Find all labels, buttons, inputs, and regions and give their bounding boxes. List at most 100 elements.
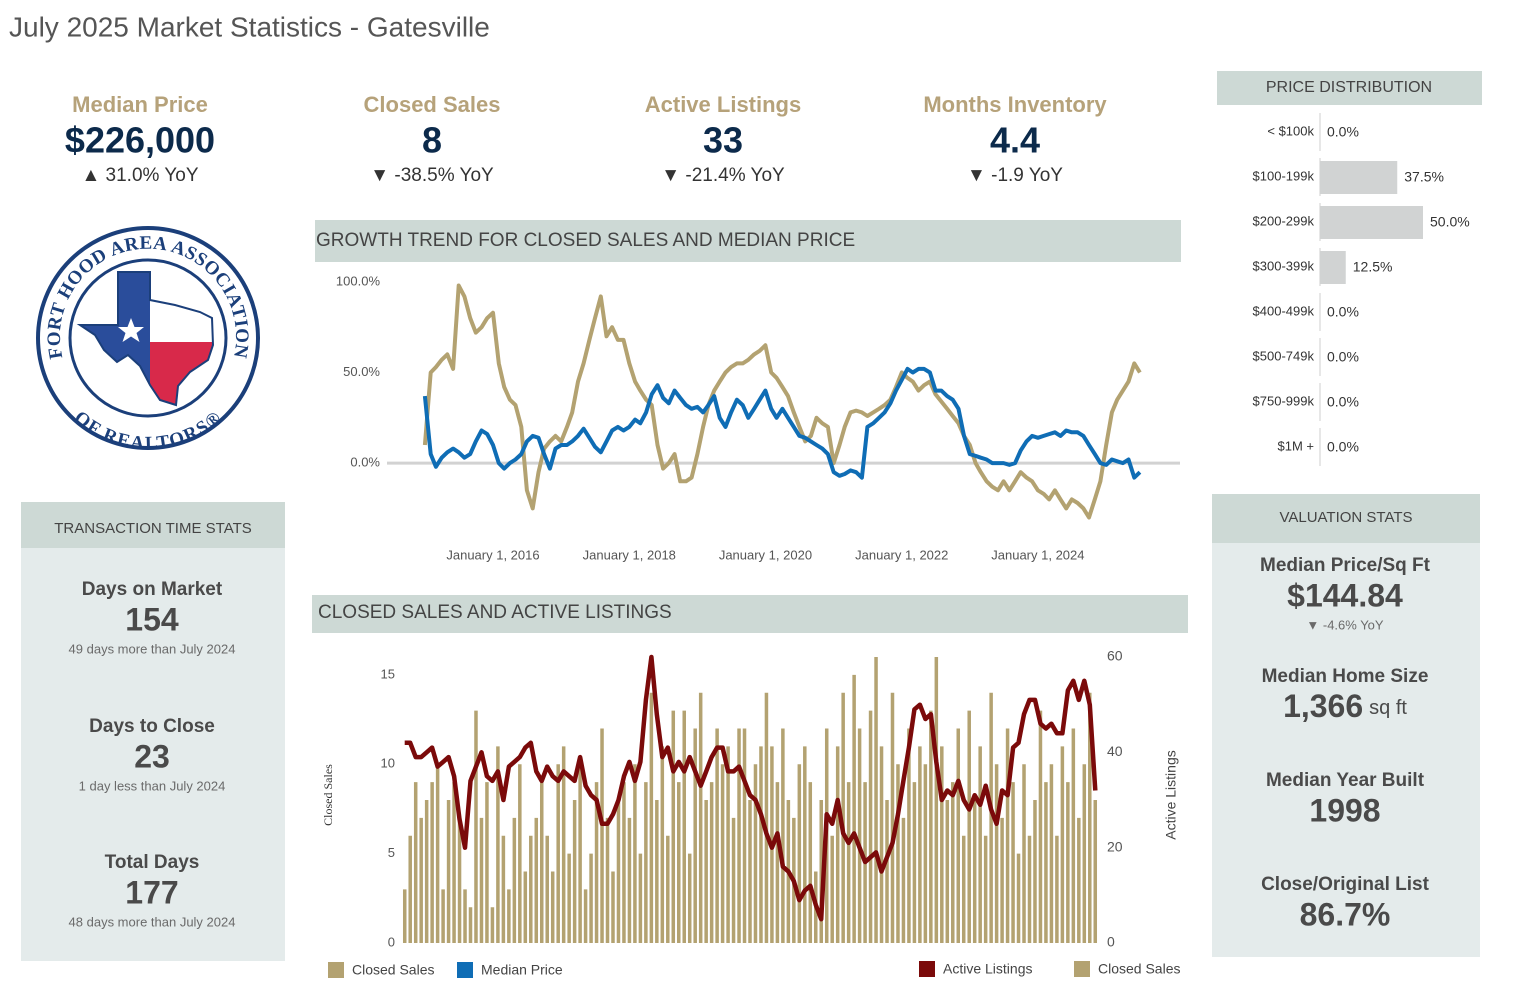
line-series xyxy=(422,283,1142,520)
bar xyxy=(808,782,813,943)
bar xyxy=(1071,728,1076,943)
stat-label: Days to Close xyxy=(89,716,215,737)
kpi-change: ▼ -21.4% YoY xyxy=(661,165,785,186)
stat-label: Median Home Size xyxy=(1262,666,1429,687)
bar xyxy=(655,800,659,943)
bar xyxy=(781,728,785,943)
bar xyxy=(1022,764,1026,943)
value-label: 50.0% xyxy=(1430,214,1470,230)
stat-value: 177 xyxy=(125,874,178,910)
line-series xyxy=(404,654,1098,922)
texas-outline xyxy=(76,271,215,407)
bar xyxy=(731,817,736,943)
y2-tick-label: 0 xyxy=(1107,934,1115,950)
y2-tick-label: 60 xyxy=(1107,648,1123,664)
legend-label: Closed Sales xyxy=(1098,961,1181,977)
bar xyxy=(687,853,692,943)
kpi-change: ▼ -1.9 YoY xyxy=(967,165,1063,186)
bar xyxy=(468,907,473,943)
bar xyxy=(874,657,878,943)
bar xyxy=(709,782,714,943)
x-tick-label: January 1, 2024 xyxy=(991,547,1084,562)
bar xyxy=(622,782,626,943)
bar xyxy=(989,692,993,943)
valuation-header xyxy=(1212,494,1480,543)
star xyxy=(118,318,144,342)
legend-swatch xyxy=(328,962,344,978)
stat-number: 1,366 xyxy=(1283,688,1363,724)
value-label: 37.5% xyxy=(1404,169,1444,185)
bar xyxy=(841,692,845,943)
chart-title: CLOSED SALES AND ACTIVE LISTINGS xyxy=(318,602,672,623)
bar xyxy=(507,889,511,943)
x-tick-label: January 1, 2016 xyxy=(446,547,539,562)
bar xyxy=(545,835,549,943)
bar xyxy=(627,817,632,943)
value-label: 0.0% xyxy=(1327,439,1359,455)
y-tick-label: 0.0% xyxy=(350,455,380,470)
bar xyxy=(819,800,823,943)
bar xyxy=(534,817,539,943)
kpi-value: 4.4 xyxy=(990,120,1040,161)
bar xyxy=(446,800,451,943)
value-label: 0.0% xyxy=(1327,349,1359,365)
bar xyxy=(474,710,478,943)
bar xyxy=(846,782,851,943)
bar xyxy=(1082,764,1087,943)
bar xyxy=(775,782,780,943)
bar xyxy=(611,871,615,943)
stat-note: 48 days more than July 2024 xyxy=(69,914,236,929)
bar xyxy=(594,782,599,943)
bar xyxy=(961,835,966,943)
sales-header xyxy=(312,595,1188,633)
bar xyxy=(1011,782,1015,943)
bar xyxy=(616,800,621,943)
bar xyxy=(479,817,484,943)
stat-value: 1998 xyxy=(1309,792,1380,828)
bar xyxy=(923,764,928,943)
bar xyxy=(1077,817,1081,943)
chart-title: PRICE DISTRIBUTION xyxy=(1266,79,1432,96)
value-label: 0.0% xyxy=(1327,304,1359,320)
kpi-change: ▼ -38.5% YoY xyxy=(370,165,494,186)
bar xyxy=(857,728,862,943)
line-series xyxy=(422,366,1142,480)
bar xyxy=(605,817,610,943)
bar xyxy=(715,728,719,943)
category-label: $200-299k xyxy=(1253,213,1315,228)
bar xyxy=(512,817,517,943)
category-label: $400-499k xyxy=(1253,303,1315,318)
bar xyxy=(994,764,999,943)
y-tick-label: 10 xyxy=(381,756,395,771)
stat-note: 49 days more than July 2024 xyxy=(69,641,236,656)
bar xyxy=(726,746,730,943)
y-tick-label: 5 xyxy=(388,845,395,860)
category-label: $100-199k xyxy=(1253,168,1315,183)
bar xyxy=(1033,800,1037,943)
category-label: < $100k xyxy=(1267,123,1314,138)
value-label: 0.0% xyxy=(1327,124,1359,140)
bar xyxy=(518,764,522,943)
stat-label: Median Year Built xyxy=(1266,770,1425,791)
stat-label: Close/Original List xyxy=(1261,874,1430,895)
bar xyxy=(912,782,917,943)
bar xyxy=(1044,782,1048,943)
bar xyxy=(1038,710,1043,943)
bar xyxy=(951,782,955,943)
page-title: July 2025 Market Statistics - Gatesville xyxy=(9,11,490,42)
y2-axis-title: Active Listings xyxy=(1163,750,1179,839)
bar xyxy=(1000,817,1004,943)
bar xyxy=(649,692,654,943)
bar xyxy=(556,764,560,943)
bar xyxy=(830,835,834,943)
stat-note: 1 day less than July 2024 xyxy=(79,778,226,793)
bar xyxy=(529,835,533,943)
stat-note: ▼ -4.6% YoY xyxy=(1306,617,1384,632)
bar xyxy=(419,817,423,943)
bar xyxy=(704,800,708,943)
kpi-value: 33 xyxy=(703,120,743,161)
bar xyxy=(589,853,593,943)
transaction-panel xyxy=(21,502,285,961)
bar xyxy=(550,871,555,943)
bar xyxy=(693,728,697,943)
